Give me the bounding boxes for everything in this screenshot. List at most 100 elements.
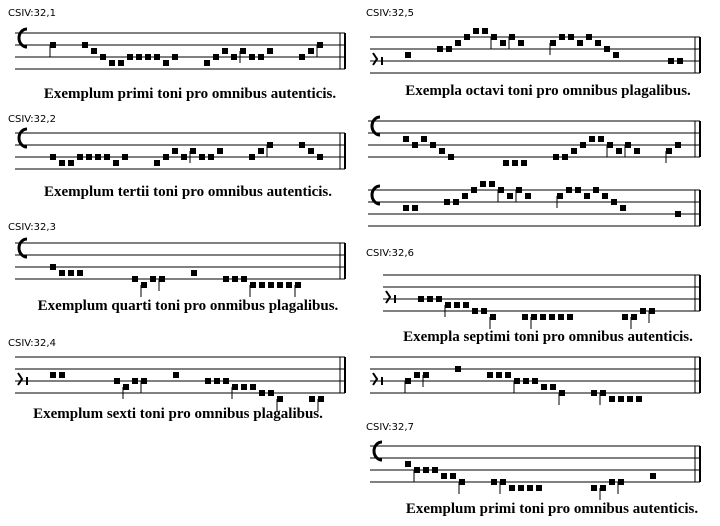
- note: [559, 34, 565, 40]
- note: [498, 187, 504, 193]
- note: [403, 136, 409, 142]
- note: [609, 396, 615, 402]
- note: [299, 142, 305, 148]
- note: [568, 34, 574, 40]
- note: [232, 384, 238, 390]
- note: [414, 372, 420, 378]
- note: [616, 148, 622, 154]
- note: [154, 160, 160, 166]
- note: [604, 46, 610, 52]
- note: [95, 154, 101, 160]
- note: [598, 136, 604, 142]
- note: [222, 48, 228, 54]
- note: [163, 154, 169, 160]
- note: [620, 205, 626, 211]
- example-caption: Exempla octavi toni pro omnibus plagalib…: [405, 83, 691, 99]
- note: [571, 148, 577, 154]
- note: [50, 42, 56, 48]
- example-label: CSIV:32,4: [8, 338, 56, 349]
- note: [104, 154, 110, 160]
- note: [446, 46, 452, 52]
- note: [317, 42, 323, 48]
- note: [250, 282, 256, 288]
- note: [113, 160, 119, 166]
- note: [558, 314, 564, 320]
- note: [412, 205, 418, 211]
- note: [595, 40, 601, 46]
- note: [308, 148, 314, 154]
- note: [190, 148, 196, 154]
- note: [471, 187, 477, 193]
- note: [109, 60, 115, 66]
- note: [91, 48, 97, 54]
- note: [463, 302, 469, 308]
- note: [240, 48, 246, 54]
- note: [593, 187, 599, 193]
- note: [609, 479, 615, 485]
- example-label: CSIV:32,2: [8, 114, 56, 125]
- note: [217, 148, 223, 154]
- note: [473, 28, 479, 34]
- note: [522, 314, 528, 320]
- c-clef: [17, 27, 28, 49]
- note: [541, 384, 547, 390]
- example-label: CSIV:32,5: [366, 8, 414, 19]
- note: [268, 390, 274, 396]
- note: [589, 136, 595, 142]
- note: [59, 160, 65, 166]
- note: [267, 48, 273, 54]
- note: [514, 378, 520, 384]
- note: [448, 154, 454, 160]
- note: [277, 282, 283, 288]
- note: [668, 58, 674, 64]
- note: [586, 34, 592, 40]
- note: [490, 314, 496, 320]
- note: [516, 187, 522, 193]
- example-label: CSIV:32,3: [8, 222, 56, 233]
- note: [154, 54, 160, 60]
- example-caption: Exemplum primi toni pro omnibus autentic…: [44, 86, 337, 102]
- note: [631, 314, 637, 320]
- note: [559, 390, 565, 396]
- note: [577, 40, 583, 46]
- note: [509, 485, 515, 491]
- note: [627, 396, 633, 402]
- note: [232, 276, 238, 282]
- note: [405, 378, 411, 384]
- note: [531, 314, 537, 320]
- note: [562, 154, 568, 160]
- note: [213, 54, 219, 60]
- note: [318, 396, 324, 402]
- note: [464, 34, 470, 40]
- note: [518, 485, 524, 491]
- note: [613, 52, 619, 58]
- note: [532, 378, 538, 384]
- note: [491, 479, 497, 485]
- note: [455, 366, 461, 372]
- note: [141, 282, 147, 288]
- note: [100, 54, 106, 60]
- note: [455, 40, 461, 46]
- note: [602, 193, 608, 199]
- example-caption: Exemplum primi toni pro omnibus autentic…: [406, 501, 699, 517]
- note: [557, 193, 563, 199]
- c-clef: [370, 184, 381, 206]
- note: [163, 60, 169, 66]
- note: [500, 479, 506, 485]
- note: [427, 296, 433, 302]
- note: [430, 142, 436, 148]
- note: [453, 199, 459, 205]
- note: [550, 384, 556, 390]
- note: [181, 154, 187, 160]
- note: [423, 372, 429, 378]
- note: [150, 276, 156, 282]
- note: [550, 40, 556, 46]
- note: [286, 282, 292, 288]
- note: [122, 154, 128, 160]
- note: [172, 148, 178, 154]
- note: [173, 372, 179, 378]
- note: [127, 54, 133, 60]
- note: [50, 372, 56, 378]
- note: [549, 314, 555, 320]
